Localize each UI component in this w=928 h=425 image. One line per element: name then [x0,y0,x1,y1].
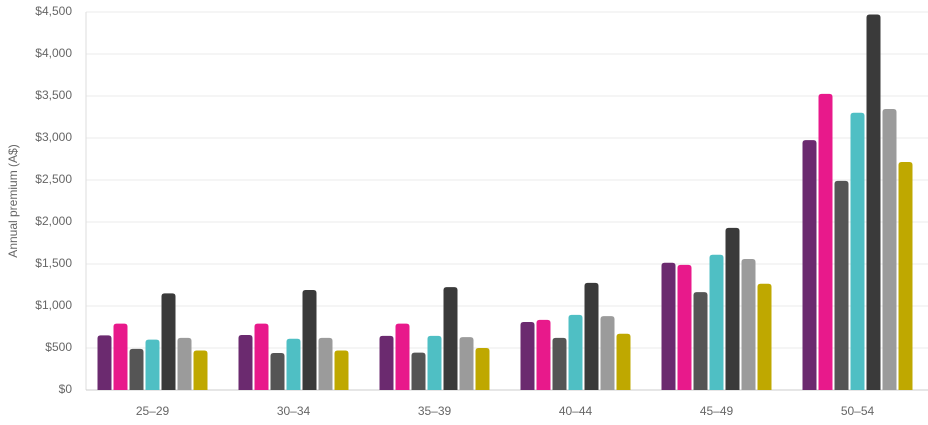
bar [616,333,631,390]
bar [443,287,458,390]
bar [161,293,176,390]
x-tick-label: 35–39 [418,404,452,418]
bar [459,337,474,390]
bar [302,290,317,390]
y-tick-label: $4,000 [35,46,72,60]
y-tick-label: $500 [45,340,72,354]
bar [834,180,849,390]
bar [677,264,692,390]
bar [898,161,913,390]
y-tick-label: $1,500 [35,256,72,270]
bar [802,140,817,390]
bar [379,335,394,390]
x-tick-label: 45–49 [700,404,734,418]
bar [177,337,192,390]
bar [693,292,708,390]
bar [129,348,144,390]
y-tick-label: $2,500 [35,172,72,186]
bar [238,334,253,390]
bar [584,282,599,390]
bar [882,109,897,391]
bar [661,262,676,390]
bar [254,323,269,390]
bar [286,338,301,390]
bar [97,335,112,390]
bar [318,337,333,390]
y-tick-label: $2,000 [35,214,72,228]
bar [741,258,756,390]
bar [600,316,615,390]
bar [536,319,551,390]
y-tick-label: $0 [59,382,73,396]
bar [395,323,410,390]
bar [866,14,881,391]
bar [757,283,772,390]
x-tick-label: 25–29 [136,404,170,418]
y-tick-label: $1,000 [35,298,72,312]
bar [193,350,208,390]
bar [270,353,285,390]
bar [145,339,160,390]
bar [709,254,724,390]
bar [427,335,442,390]
y-tick-label: $4,500 [35,4,72,18]
x-tick-label: 50–54 [841,404,875,418]
bar [411,352,426,390]
x-tick-label: 30–34 [277,404,311,418]
y-tick-label: $3,500 [35,88,72,102]
y-axis-label: Annual premium (A$) [6,144,20,257]
bar [568,314,583,390]
bar [725,227,740,390]
x-tick-label: 40–44 [559,404,593,418]
bar [552,337,567,390]
bar [850,112,865,391]
bar [520,321,535,390]
bar [334,350,349,390]
bar [475,348,490,390]
bar [113,323,128,390]
y-tick-label: $3,000 [35,130,72,144]
bar [818,93,833,391]
